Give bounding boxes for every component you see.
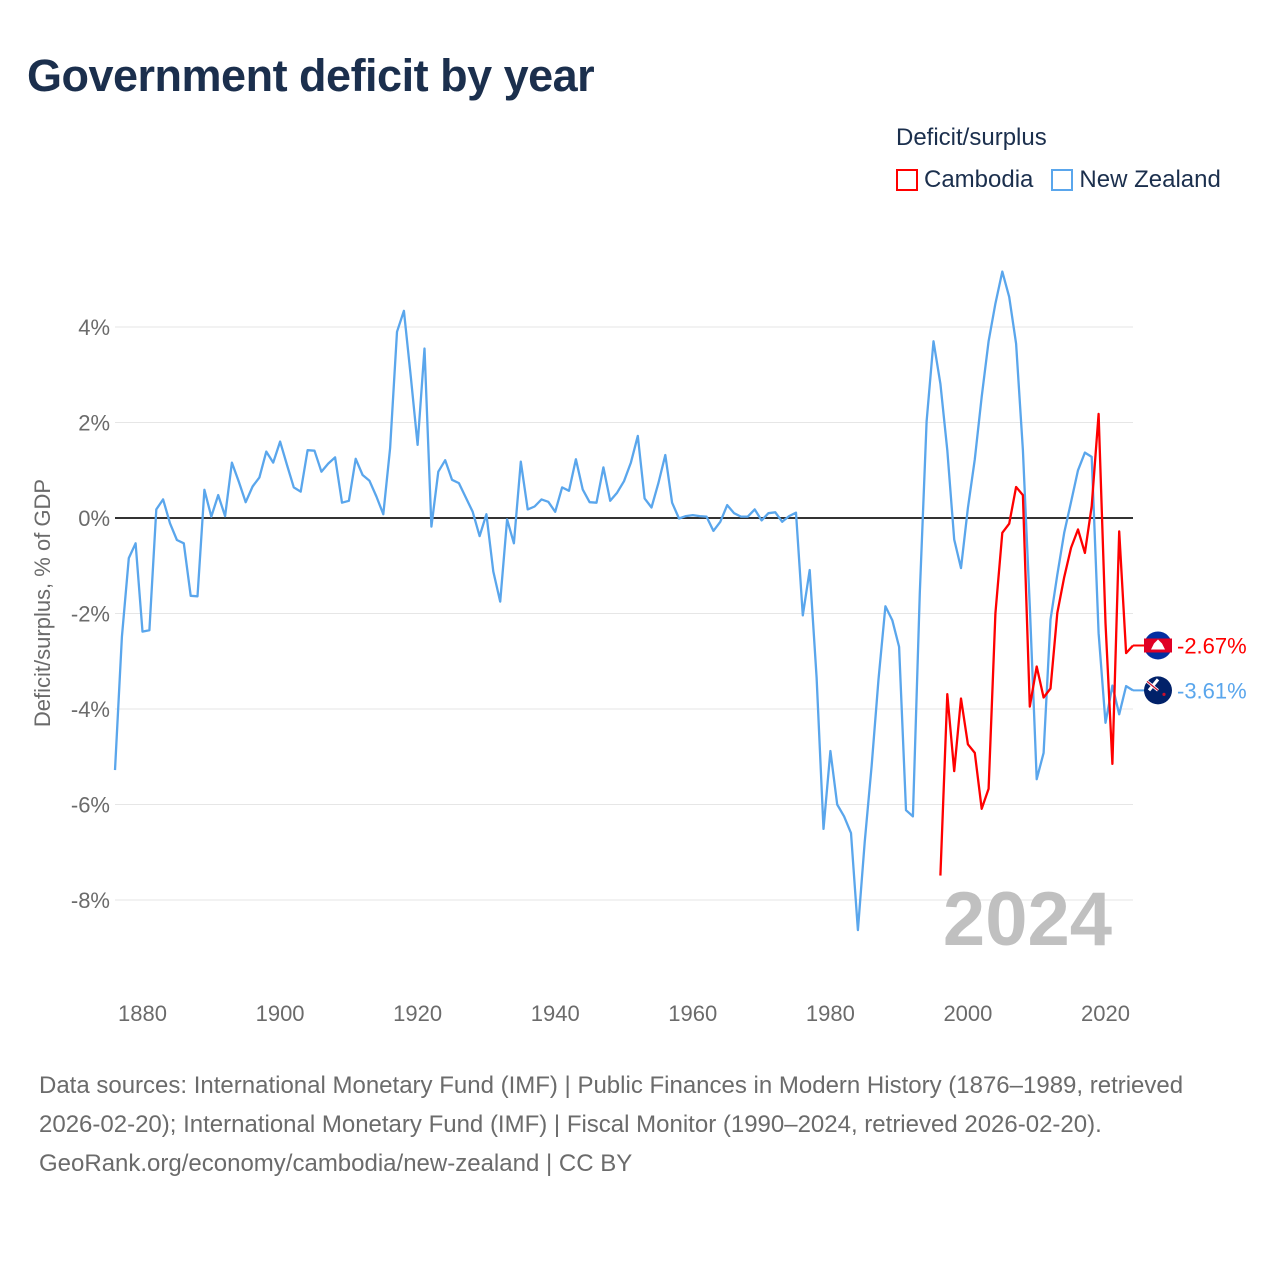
y-tick-label: -6% [71, 793, 110, 818]
series-line-cambodia [939, 412, 1134, 876]
new-zealand-flag-icon [1144, 676, 1172, 705]
cambodia-flag-icon [1144, 631, 1172, 660]
chart-title: Government deficit by year [27, 50, 595, 101]
x-tick-label: 1980 [806, 1001, 855, 1026]
y-tick-label: -8% [71, 888, 110, 913]
x-tick-label: 1880 [118, 1001, 167, 1026]
series-line-new-zealand [113, 270, 1134, 932]
x-tick-label: 2020 [1081, 1001, 1130, 1026]
legend: Cambodia New Zealand [896, 166, 1221, 194]
x-tick-label: 1960 [668, 1001, 717, 1026]
y-tick-label: 2% [78, 411, 110, 436]
legend-item-new-zealand[interactable]: New Zealand [1051, 166, 1221, 194]
credit-link[interactable]: GeoRank.org/economy/cambodia/new-zealand… [39, 1150, 633, 1177]
data-sources: Data sources: International Monetary Fun… [39, 1072, 1184, 1138]
legend-swatch-new-zealand [1051, 169, 1074, 191]
y-tick-label: 0% [78, 506, 110, 531]
legend-swatch-cambodia [896, 169, 918, 191]
y-tick-label: -2% [71, 602, 110, 627]
y-tick-label: -4% [71, 697, 110, 722]
legend-label: Cambodia [924, 166, 1034, 193]
end-value-label: -2.67% [1177, 633, 1247, 658]
footer: Data sources: International Monetary Fun… [39, 1066, 1239, 1183]
y-tick-label: 4% [78, 315, 110, 340]
end-value-label: -3.61% [1177, 678, 1247, 703]
x-tick-label: 1920 [393, 1001, 442, 1026]
y-axis-label: Deficit/surplus, % of GDP [30, 479, 55, 727]
year-watermark: 2024 [943, 877, 1112, 962]
x-tick-label: 1900 [256, 1001, 305, 1026]
x-tick-label: 1940 [531, 1001, 580, 1026]
legend-label: New Zealand [1079, 166, 1221, 193]
legend-item-cambodia[interactable]: Cambodia [896, 166, 1033, 194]
legend-title: Deficit/surplus [896, 124, 1047, 151]
x-tick-label: 2000 [943, 1001, 992, 1026]
